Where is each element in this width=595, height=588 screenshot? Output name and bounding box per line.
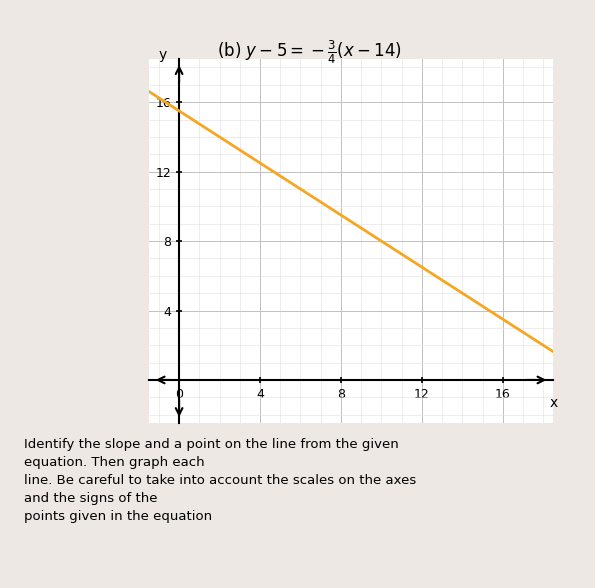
Text: y: y — [159, 48, 167, 62]
Text: (b) $y - 5 = -\frac{3}{4}(x - 14)$: (b) $y - 5 = -\frac{3}{4}(x - 14)$ — [217, 38, 402, 66]
Text: Identify the slope and a point on the line from the given
equation. Then graph e: Identify the slope and a point on the li… — [24, 438, 416, 523]
Text: x: x — [549, 396, 558, 409]
